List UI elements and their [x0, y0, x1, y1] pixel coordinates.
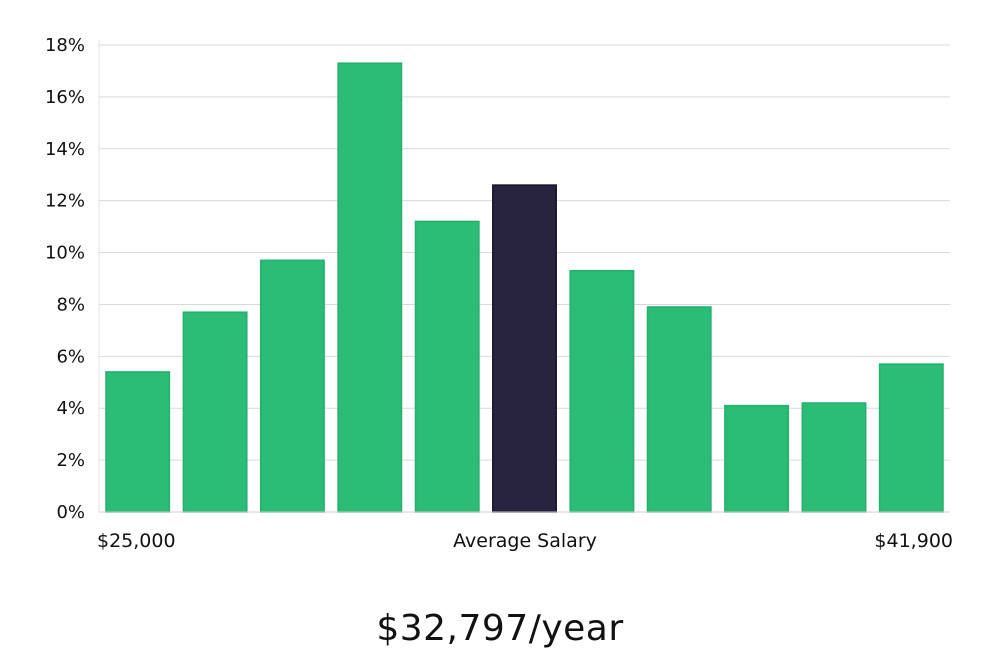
y-tick-label: 14% — [45, 139, 85, 160]
y-tick-label: 18% — [45, 35, 85, 56]
y-tick-label: 2% — [56, 450, 85, 471]
y-tick-label: 12% — [45, 191, 85, 212]
y-tick-label: 0% — [56, 502, 85, 523]
bar — [878, 363, 944, 513]
bar-highlighted — [492, 184, 557, 513]
bars — [105, 62, 944, 513]
bar — [259, 259, 325, 513]
bar — [414, 220, 480, 513]
bar — [646, 306, 712, 513]
bar — [724, 404, 790, 513]
y-tick-label: 8% — [56, 294, 85, 315]
y-tick-label: 16% — [45, 87, 85, 108]
x-label-min: $25,000 — [97, 530, 176, 552]
bar — [337, 62, 403, 513]
bar — [569, 269, 635, 513]
salary-histogram: 0% 2% 4% 6% 8% 10% 12% 14% 16% 18% $25,000 Averag… — [45, 35, 953, 552]
y-axis-ticks: 0% 2% 4% 6% 8% 10% 12% 14% 16% 18% — [45, 35, 85, 523]
y-tick-label: 6% — [56, 346, 85, 367]
y-tick-label: 10% — [45, 243, 85, 264]
bar — [182, 311, 248, 513]
x-label-center: Average Salary — [453, 530, 597, 552]
average-salary-value: $32,797/year — [376, 608, 624, 649]
x-label-max: $41,900 — [874, 530, 953, 552]
bar — [801, 402, 867, 513]
bar — [105, 371, 171, 513]
y-tick-label: 4% — [56, 398, 85, 419]
